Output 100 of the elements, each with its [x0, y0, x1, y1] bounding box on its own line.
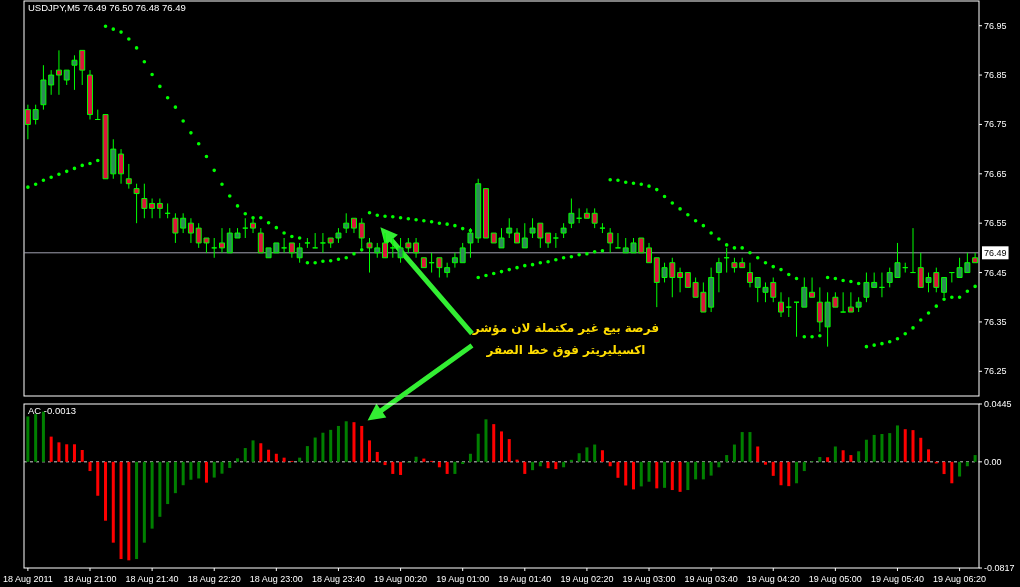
bar: [802, 461, 806, 472]
bar: [655, 461, 659, 489]
candlestick: [785, 296, 792, 318]
bar: [639, 461, 643, 487]
bar: [554, 461, 558, 470]
candlestick: [552, 232, 559, 249]
bar: [492, 424, 496, 462]
y-tick-label: 76.55: [984, 218, 1007, 229]
bar: [678, 461, 682, 492]
bar: [826, 457, 830, 462]
bar: [135, 461, 139, 560]
bar: [600, 450, 604, 462]
chart-title: USDJPY,M5 76.49 76.50 76.48 76.49: [28, 2, 186, 13]
x-tick-label: 18 Aug 2011: [2, 574, 53, 584]
bar: [476, 433, 480, 462]
bar: [391, 461, 395, 474]
bar: [220, 461, 224, 474]
x-tick-label: 18 Aug 21:40: [125, 574, 179, 584]
bar: [57, 442, 61, 462]
candlestick: [607, 227, 614, 254]
candlestick: [358, 217, 365, 249]
candlestick: [319, 232, 326, 254]
annotation: اكسيليريتر فوق خط الصفر: [485, 343, 646, 359]
bar: [119, 461, 123, 560]
candlestick: [459, 242, 466, 264]
bar: [616, 461, 620, 478]
candlestick: [902, 262, 909, 274]
candlestick: [32, 104, 39, 125]
bar: [468, 453, 472, 462]
bar: [701, 461, 705, 480]
candlestick: [583, 207, 590, 219]
candlestick: [187, 217, 194, 244]
bar: [181, 461, 185, 486]
bar: [717, 461, 721, 468]
bar: [562, 461, 566, 468]
candlestick: [420, 257, 427, 269]
bar: [251, 440, 255, 462]
bar: [965, 461, 969, 467]
bar: [274, 453, 278, 462]
candlestick: [141, 183, 148, 219]
candlestick: [855, 296, 862, 313]
x-tick-label: 19 Aug 05:40: [870, 574, 925, 584]
candlestick: [793, 301, 800, 338]
bar: [787, 461, 791, 487]
x-tick-label: 18 Aug 23:40: [311, 574, 365, 584]
bar: [818, 457, 822, 462]
bar: [26, 416, 30, 462]
candlestick: [723, 247, 730, 274]
x-tick-label: 18 Aug 23:00: [249, 574, 303, 584]
bar: [888, 433, 892, 462]
bar: [111, 461, 115, 543]
bar: [243, 448, 247, 462]
candlestick: [482, 188, 489, 239]
candlestick: [778, 291, 784, 318]
bar: [725, 455, 729, 462]
bar: [857, 451, 861, 462]
x-tick-label: 19 Aug 01:40: [498, 574, 552, 584]
candlestick: [521, 222, 528, 249]
candlestick: [451, 252, 458, 269]
bar: [880, 434, 884, 462]
candlestick: [413, 237, 420, 259]
bar: [34, 414, 38, 462]
bar: [305, 446, 309, 462]
y-tick-label: 76.45: [984, 267, 1007, 278]
x-tick-label: 19 Aug 06:20: [933, 574, 987, 584]
bar: [437, 461, 441, 468]
bar: [259, 443, 263, 462]
bar: [344, 421, 348, 462]
bar: [336, 425, 340, 462]
candlestick: [941, 277, 948, 298]
bar: [453, 461, 457, 474]
candlestick: [343, 212, 350, 234]
bar: [104, 461, 108, 521]
bar: [740, 432, 744, 462]
bar: [577, 453, 581, 462]
candlestick: [288, 242, 295, 259]
bar: [973, 455, 977, 462]
candlestick: [118, 148, 125, 185]
x-tick-label: 18 Aug 22:20: [187, 574, 241, 584]
candlestick: [304, 237, 311, 249]
candlestick: [972, 252, 979, 264]
candlestick: [125, 163, 132, 190]
bar: [624, 461, 628, 486]
bar: [368, 440, 372, 462]
candlestick: [351, 217, 357, 234]
bar: [864, 439, 868, 462]
bar: [593, 444, 597, 462]
candlestick: [646, 242, 652, 264]
bar: [142, 461, 146, 543]
bar: [41, 411, 45, 462]
bar: [895, 425, 899, 462]
bar: [321, 432, 325, 462]
bar: [841, 450, 845, 462]
candlestick: [715, 257, 722, 293]
bar: [414, 456, 418, 462]
bar: [352, 422, 356, 462]
bar: [383, 461, 387, 466]
candlestick: [242, 217, 249, 239]
bar: [65, 444, 69, 462]
x-tick-label: 19 Aug 05:00: [808, 574, 862, 584]
